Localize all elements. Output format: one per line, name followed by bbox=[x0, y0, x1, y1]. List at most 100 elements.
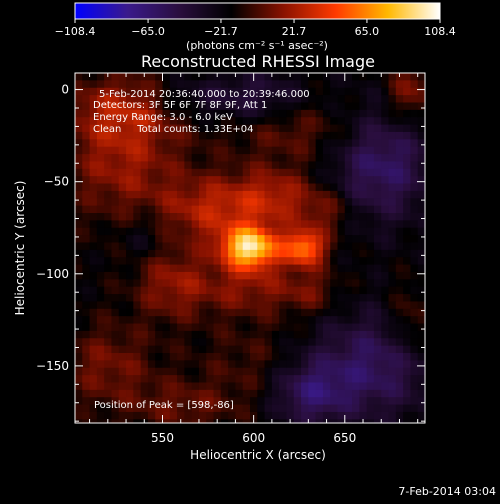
heatmap-cell bbox=[191, 338, 200, 347]
heatmap-cell bbox=[366, 146, 375, 155]
heatmap-cell bbox=[330, 220, 338, 229]
heatmap-cell bbox=[344, 102, 353, 111]
heatmap-cell bbox=[82, 109, 90, 118]
heatmap-cell bbox=[126, 249, 134, 258]
heatmap-cell bbox=[315, 382, 324, 391]
heatmap-cell bbox=[293, 87, 302, 96]
heatmap-cell bbox=[330, 198, 338, 207]
heatmap-cell bbox=[96, 330, 105, 339]
heatmap-cell bbox=[352, 139, 360, 148]
heatmap-cell bbox=[206, 249, 214, 258]
heatmap-cell bbox=[228, 102, 236, 111]
heatmap-cell bbox=[417, 190, 425, 199]
heatmap-cell bbox=[242, 73, 251, 81]
heatmap-cell bbox=[104, 367, 112, 376]
heatmap-cell bbox=[286, 316, 295, 324]
heatmap-cell bbox=[140, 389, 149, 398]
heatmap-cell bbox=[133, 301, 142, 310]
heatmap-cell bbox=[206, 360, 214, 369]
heatmap-cell bbox=[177, 308, 185, 317]
heatmap-cell bbox=[111, 109, 120, 118]
heatmap-cell bbox=[213, 227, 222, 236]
heatmap-cell bbox=[104, 131, 112, 140]
heatmap-cell bbox=[410, 205, 419, 214]
heatmap-cell bbox=[330, 161, 338, 170]
heatmap-cell bbox=[410, 227, 419, 236]
heatmap-cell bbox=[410, 117, 419, 125]
heatmap-cell bbox=[118, 73, 127, 81]
heatmap-cell bbox=[381, 124, 389, 133]
heatmap-cell bbox=[301, 294, 309, 302]
heatmap-cell bbox=[308, 227, 317, 236]
heatmap-cell bbox=[279, 353, 287, 361]
heatmap-cell bbox=[403, 205, 411, 214]
heatmap-cell bbox=[228, 338, 236, 347]
heatmap-cell bbox=[75, 323, 83, 332]
heatmap-cell bbox=[308, 102, 317, 111]
heatmap-cell bbox=[271, 353, 280, 361]
heatmap-cell bbox=[140, 227, 149, 236]
heatmap-cell bbox=[184, 168, 193, 177]
heatmap-cell bbox=[96, 73, 105, 81]
heatmap-cell bbox=[213, 411, 222, 420]
heatmap-cell bbox=[337, 294, 346, 302]
heatmap-cell bbox=[344, 190, 353, 199]
heatmap-cell bbox=[82, 139, 90, 148]
heatmap-cell bbox=[140, 404, 149, 413]
heatmap-cell bbox=[271, 109, 280, 118]
heatmap-cell bbox=[213, 323, 222, 332]
heatmap-cell bbox=[403, 198, 411, 207]
heatmap-cell bbox=[250, 227, 258, 236]
heatmap-cell bbox=[111, 279, 120, 288]
heatmap-cell bbox=[359, 242, 368, 251]
heatmap-cell bbox=[388, 404, 397, 413]
heatmap-cell bbox=[366, 294, 375, 302]
heatmap-cell bbox=[410, 271, 419, 280]
heatmap-cell bbox=[133, 109, 142, 118]
heatmap-cell bbox=[133, 411, 142, 420]
heatmap-cell bbox=[308, 198, 317, 207]
heatmap-cell bbox=[344, 360, 353, 369]
heatmap-cell bbox=[301, 146, 309, 155]
heatmap-cell bbox=[162, 382, 171, 391]
heatmap-cell bbox=[395, 235, 404, 243]
heatmap-cell bbox=[279, 205, 287, 214]
heatmap-cell bbox=[198, 345, 207, 354]
heatmap-cell bbox=[155, 87, 163, 96]
heatmap-cell bbox=[184, 264, 193, 273]
heatmap-cell bbox=[395, 345, 404, 354]
heatmap-cell bbox=[337, 286, 346, 295]
heatmap-cell bbox=[118, 353, 127, 361]
heatmap-cell bbox=[257, 411, 265, 420]
heatmap-cell bbox=[271, 330, 280, 339]
heatmap-cell bbox=[162, 404, 171, 413]
heatmap-cell bbox=[82, 249, 90, 258]
heatmap-cell bbox=[301, 102, 309, 111]
heatmap-cell bbox=[381, 161, 389, 170]
heatmap-cell bbox=[301, 87, 309, 96]
heatmap-cell bbox=[75, 264, 83, 273]
heatmap-cell bbox=[373, 117, 382, 125]
heatmap-cell bbox=[104, 117, 112, 125]
heatmap-cell bbox=[271, 176, 280, 184]
heatmap-cell bbox=[104, 154, 112, 162]
heatmap-cell bbox=[366, 139, 375, 148]
heatmap-cell bbox=[257, 382, 265, 391]
heatmap-cell bbox=[75, 301, 83, 310]
heatmap-cell bbox=[286, 109, 295, 118]
heatmap-cell bbox=[191, 213, 200, 221]
heatmap-cell bbox=[155, 367, 163, 376]
heatmap-cell bbox=[337, 375, 346, 383]
heatmap-cell bbox=[169, 131, 178, 140]
heatmap-cell bbox=[279, 161, 287, 170]
heatmap-cell bbox=[293, 360, 302, 369]
heatmap-cell bbox=[198, 124, 207, 133]
heatmap-cell bbox=[169, 345, 178, 354]
heatmap-cell bbox=[330, 190, 338, 199]
heatmap-cell bbox=[381, 146, 389, 155]
heatmap-cell bbox=[366, 419, 375, 423]
heatmap-cell bbox=[410, 353, 419, 361]
heatmap-cell bbox=[89, 330, 98, 339]
heatmap-cell bbox=[344, 176, 353, 184]
heatmap-cell bbox=[373, 80, 382, 89]
